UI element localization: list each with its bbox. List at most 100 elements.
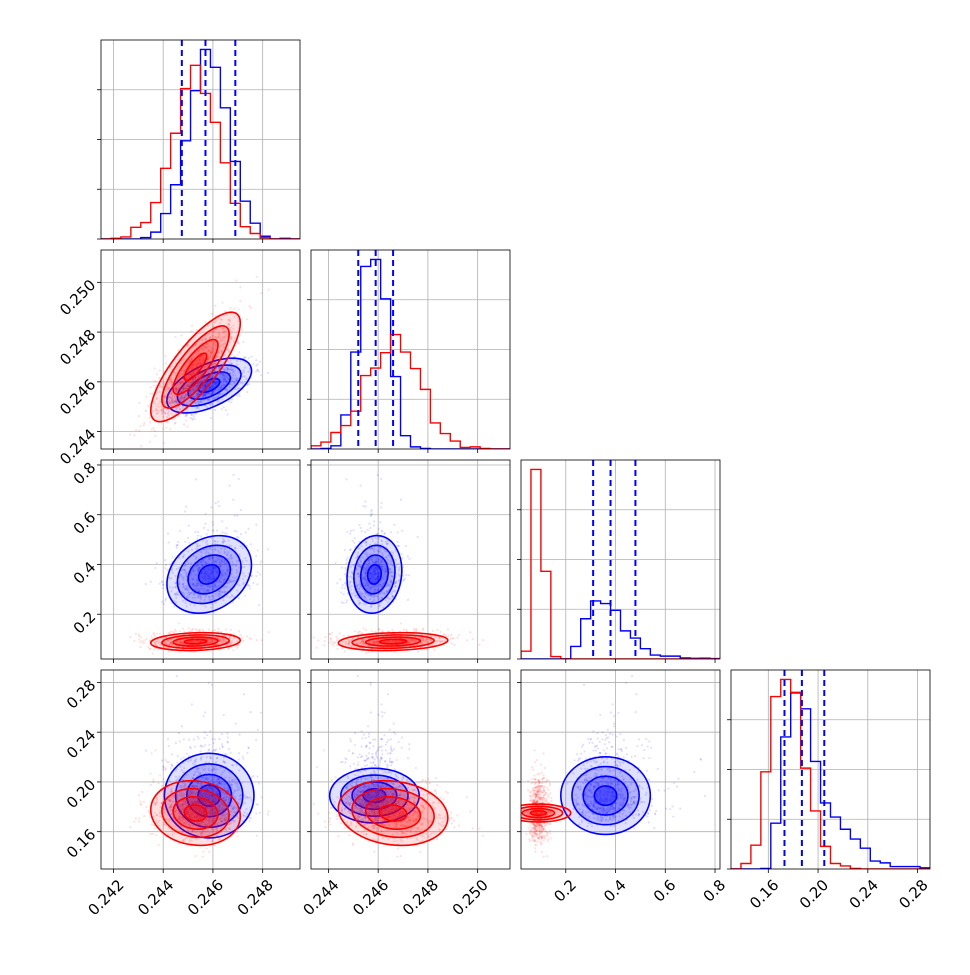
scatter-point [250,356,252,358]
scatter-point [346,557,348,559]
scatter-point [402,575,404,577]
scatter-point [255,555,257,557]
contour-1 [379,639,406,644]
scatter-point [380,502,382,504]
scatter-point [218,738,220,740]
scatter-point [255,524,257,526]
scatter-point [168,541,170,543]
scatter-point [168,650,170,652]
scatter-point [237,342,239,344]
contour-1 [184,639,207,644]
scatter-point [439,631,441,633]
scatter-point [158,377,160,379]
scatter-point [256,583,258,585]
scatter-point [447,628,449,630]
scatter-point [151,429,153,431]
scatter-point [156,373,158,375]
scatter-point [173,605,175,607]
scatter-point [239,300,241,302]
scatter-point [268,631,270,633]
scatter-point [164,559,166,561]
scatter-point [346,531,348,533]
scatter-point [250,307,252,309]
scatter-point [145,396,147,398]
scatter-point [345,559,347,561]
scatter-point [323,644,325,646]
scatter-point [362,632,364,634]
scatter-point [227,741,229,743]
scatter-point [145,638,147,640]
scatter-point [129,636,131,638]
scatter-point [225,409,227,411]
scatter-point [222,746,224,748]
scatter-point [221,743,223,745]
scatter-point [164,599,166,601]
scatter-point [177,755,179,757]
scatter-point [168,745,170,747]
scatter-point [185,414,187,416]
scatter-point [238,752,240,754]
scatter-point [149,441,151,443]
scatter-point [182,628,184,630]
scatter-point [346,599,348,601]
scatter-point [260,561,262,563]
scatter-point [336,639,338,641]
scatter-point [354,537,356,539]
scatter-point [232,499,234,501]
scatter-point [147,646,149,648]
scatter-point [246,752,248,754]
scatter-point [343,587,345,589]
scatter-point [313,636,315,638]
scatter-point [162,587,164,589]
scatter-point [171,556,173,558]
scatter-point [138,402,140,404]
scatter-point [242,640,244,642]
scatter-point [242,758,244,760]
scatter-point [341,601,343,603]
scatter-point [243,693,245,695]
scatter-point [154,435,156,437]
scatter-point [400,499,402,501]
scatter-point [184,541,186,543]
scatter-point [197,531,199,533]
scatter-point [238,393,240,395]
scatter-point [164,567,166,569]
scatter-point [212,742,214,744]
hist-panel-2 [517,460,720,663]
scatter-point [197,735,199,737]
scatter-point [212,521,214,523]
scatter-point [161,601,163,603]
scatter-point [203,527,205,529]
scatter-point [143,642,145,644]
scatter-point [178,622,180,624]
scatter-point [143,639,145,641]
scatter-point [135,429,137,431]
scatter-point [159,583,161,585]
scatter-point [221,408,223,410]
scatter-point [212,524,214,526]
scatter-point [165,564,167,566]
scatter-point [369,527,371,529]
scatter-point [239,286,241,288]
scatter-point [154,567,156,569]
scatter-point [217,627,219,629]
scatter-point [367,529,369,531]
scatter-point [183,756,185,758]
scatter-point [167,738,169,740]
scatter-point [252,775,254,777]
scatter-point [235,531,237,533]
scatter-point [138,633,140,635]
scatter-point [255,739,257,741]
scatter-point [159,369,161,371]
scatter-panel-2-0 [97,460,300,663]
scatter-point [238,597,240,599]
scatter-point [174,629,176,631]
scatter-point [230,629,232,631]
scatter-point [214,409,216,411]
scatter-point [176,761,178,763]
scatter-point [368,523,370,525]
scatter-point [178,732,180,734]
scatter-point [415,628,417,630]
scatter-point [238,308,240,310]
scatter-point [401,553,403,555]
